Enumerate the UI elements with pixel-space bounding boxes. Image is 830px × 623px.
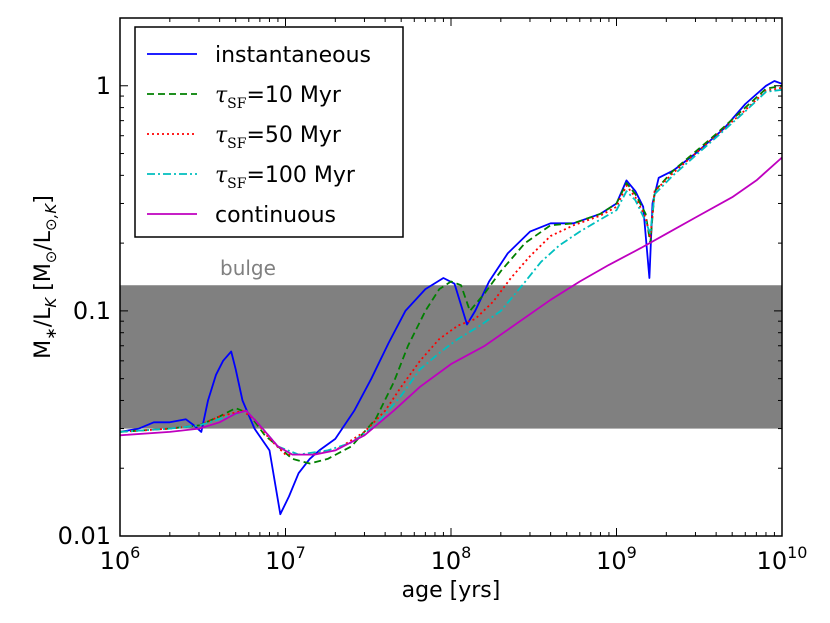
- x-tick-label-4: 1010: [757, 543, 808, 575]
- y-axis-label-part: K: [42, 297, 60, 308]
- y-axis-label-part: ⊙,K: [42, 203, 60, 231]
- bulge-band: [120, 285, 782, 429]
- series-line-4: [119, 156, 783, 456]
- x-axis-label: age [yrs]: [402, 578, 501, 603]
- y-axis-label-part: ]: [31, 195, 56, 204]
- x-tick-label-exp: 7: [296, 543, 306, 562]
- x-tick-label-base: 10: [596, 547, 627, 575]
- y-axis-label-part: /L: [31, 230, 56, 250]
- plot-frame: [119, 17, 783, 537]
- x-tick-label-base: 10: [100, 547, 131, 575]
- y-axis-label-part: /L: [31, 307, 56, 327]
- y-axis-label-part: [M: [31, 263, 56, 298]
- x-tick-label-2: 108: [431, 543, 472, 575]
- x-tick-label-base: 10: [265, 547, 296, 575]
- legend-label-3: τSF=100 Myr: [215, 163, 356, 192]
- legend-label-sub: SF: [227, 136, 247, 152]
- legend-label-4: continuous: [215, 203, 336, 228]
- legend-label-rest: =10 Myr: [246, 83, 341, 108]
- legend-label-sub: SF: [227, 96, 247, 112]
- x-tick-label-1: 107: [265, 543, 306, 575]
- x-tick-label-base: 10: [757, 547, 788, 575]
- series-group: [119, 80, 783, 516]
- y-axis-label-part: ∗: [42, 327, 60, 340]
- legend-label-tau: τ: [215, 123, 228, 148]
- legend-label-sub: SF: [227, 176, 247, 192]
- series-line-2: [119, 86, 783, 456]
- y-tick-label-0: 0.01: [58, 522, 111, 550]
- legend-label-0: instantaneous: [215, 43, 371, 68]
- x-tick-label-exp: 10: [787, 543, 807, 562]
- legend-label-2: τSF=50 Myr: [215, 123, 342, 152]
- x-tick-label-exp: 6: [130, 543, 140, 562]
- legend-label-rest: =100 Myr: [246, 163, 355, 188]
- y-axis-label-group: M∗/LK [M⊙/L⊙,K]: [31, 195, 60, 359]
- legend-label-tau: τ: [215, 83, 228, 108]
- x-tick-label-3: 109: [596, 543, 637, 575]
- x-tick-label-exp: 9: [627, 543, 637, 562]
- y-tick-label-1: 0.1: [73, 297, 111, 325]
- bulge-band-label: bulge: [220, 256, 276, 280]
- legend-box: [134, 26, 404, 238]
- legend-label-tau: τ: [215, 163, 228, 188]
- x-tick-label-base: 10: [431, 547, 462, 575]
- legend-label-rest: =50 Myr: [246, 123, 341, 148]
- y-axis-label-part: M: [31, 340, 56, 359]
- series-line-3: [119, 88, 783, 456]
- x-tick-label-0: 106: [100, 543, 141, 575]
- legend-label-1: τSF=10 Myr: [215, 83, 342, 112]
- y-axis-label-part: ⊙: [42, 251, 60, 264]
- x-tick-label-exp: 8: [461, 543, 471, 562]
- y-tick-label-2: 1: [96, 72, 111, 100]
- y-axis-label: M∗/LK [M⊙/L⊙,K]: [31, 195, 60, 359]
